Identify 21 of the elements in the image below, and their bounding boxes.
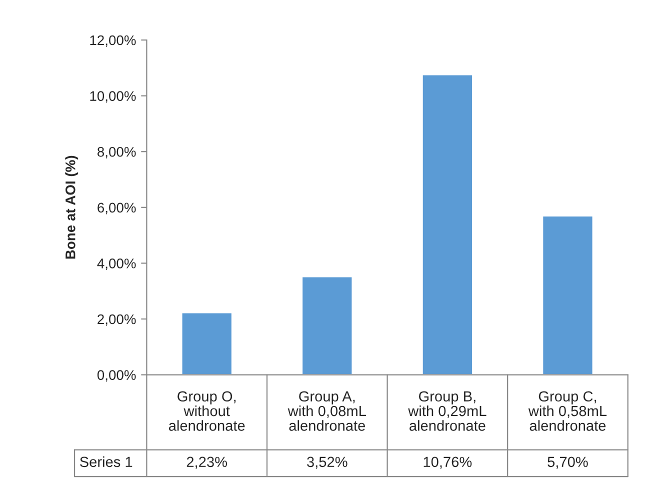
x-tick-label: Group A, with 0,08mL alendronate [288,391,366,431]
y-tick-label: 12,00% [90,35,136,47]
bar [542,215,594,375]
x-tick-label: Group C, with 0,58mL alendronate [528,391,607,431]
text: Series 1 [80,456,132,468]
data-label: 3,52% [307,456,348,469]
y-tick-label: 6,00% [98,202,136,214]
bar [421,74,474,375]
y-tick-label: 4,00% [97,258,136,270]
y-tick-label: 2,00% [98,314,136,326]
data-label: 5,70% [548,456,588,469]
y-tick-label: 10,00% [90,91,136,103]
y-axis-title: Bone at AOI (%) [65,156,78,259]
data-label: 2,23% [186,456,228,469]
y-tick-label: 8,00% [98,146,136,158]
data-label: 10,76% [424,456,472,469]
bar [180,312,233,375]
bar [301,276,354,375]
y-tick-label: 0,00% [97,370,136,382]
x-tick-label: Group B, with 0,29mL alendronate [408,391,486,431]
x-tick-label: Group O, without alendronate [168,391,245,431]
